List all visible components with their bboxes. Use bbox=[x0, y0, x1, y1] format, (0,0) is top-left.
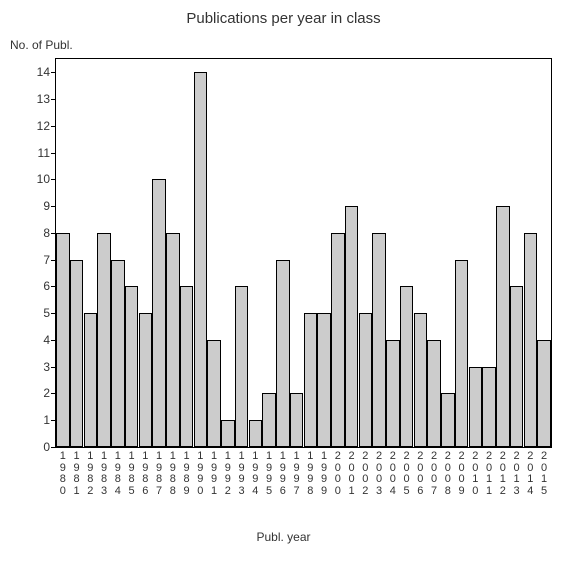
bar bbox=[97, 233, 110, 447]
x-tick-label: 1982 bbox=[84, 447, 97, 497]
bars-layer bbox=[56, 59, 551, 447]
y-tick-mark bbox=[51, 313, 56, 314]
x-tick-label: 2006 bbox=[414, 447, 427, 497]
y-tick-mark bbox=[51, 179, 56, 180]
x-tick-label: 2011 bbox=[482, 447, 495, 497]
x-tick-label: 1980 bbox=[56, 447, 69, 497]
bar bbox=[427, 340, 440, 447]
x-tick-label: 1997 bbox=[290, 447, 303, 497]
bar bbox=[510, 286, 523, 447]
x-tick-label: 1995 bbox=[262, 447, 275, 497]
x-tick-label: 2008 bbox=[441, 447, 454, 497]
bar bbox=[372, 233, 385, 447]
bar bbox=[111, 260, 124, 447]
y-tick-mark bbox=[51, 260, 56, 261]
bar bbox=[524, 233, 537, 447]
bar bbox=[386, 340, 399, 447]
x-tick-label: 2000 bbox=[331, 447, 344, 497]
bar bbox=[70, 260, 83, 447]
x-tick-label: 1988 bbox=[166, 447, 179, 497]
x-tick-label: 2015 bbox=[537, 447, 550, 497]
y-tick-mark bbox=[51, 340, 56, 341]
bar bbox=[482, 367, 495, 447]
y-tick-mark bbox=[51, 206, 56, 207]
bar bbox=[537, 340, 550, 447]
bar bbox=[345, 206, 358, 447]
bar bbox=[441, 393, 454, 447]
chart-container: Publications per year in class No. of Pu… bbox=[0, 0, 567, 567]
bar bbox=[469, 367, 482, 447]
bar bbox=[166, 233, 179, 447]
bar bbox=[56, 233, 69, 447]
x-tick-label: 1992 bbox=[221, 447, 234, 497]
chart-title: Publications per year in class bbox=[0, 10, 567, 27]
x-tick-label: 2005 bbox=[400, 447, 413, 497]
bar bbox=[84, 313, 97, 447]
bar bbox=[455, 260, 468, 447]
bar bbox=[359, 313, 372, 447]
y-tick-mark bbox=[51, 99, 56, 100]
y-tick-mark bbox=[51, 393, 56, 394]
x-tick-label: 1990 bbox=[194, 447, 207, 497]
bar bbox=[139, 313, 152, 447]
x-tick-label: 1998 bbox=[304, 447, 317, 497]
bar bbox=[152, 179, 165, 447]
x-tick-label: 1981 bbox=[70, 447, 83, 497]
y-tick-mark bbox=[51, 72, 56, 73]
y-tick-mark bbox=[51, 367, 56, 368]
bar bbox=[249, 420, 262, 447]
x-tick-label: 1991 bbox=[207, 447, 220, 497]
x-tick-label: 1993 bbox=[235, 447, 248, 497]
y-tick-mark bbox=[51, 153, 56, 154]
y-axis-label: No. of Publ. bbox=[10, 38, 73, 52]
x-tick-label: 1994 bbox=[249, 447, 262, 497]
y-tick-mark bbox=[51, 420, 56, 421]
x-tick-label: 2012 bbox=[496, 447, 509, 497]
x-tick-label: 1987 bbox=[152, 447, 165, 497]
bar bbox=[235, 286, 248, 447]
x-tick-label: 1983 bbox=[97, 447, 110, 497]
bar bbox=[180, 286, 193, 447]
bar bbox=[262, 393, 275, 447]
x-tick-label: 1984 bbox=[111, 447, 124, 497]
bar bbox=[496, 206, 509, 447]
bar bbox=[304, 313, 317, 447]
x-tick-label: 2001 bbox=[345, 447, 358, 497]
x-tick-label: 1989 bbox=[180, 447, 193, 497]
y-tick-mark bbox=[51, 233, 56, 234]
x-tick-label: 2007 bbox=[427, 447, 440, 497]
bar bbox=[414, 313, 427, 447]
x-tick-label: 1999 bbox=[317, 447, 330, 497]
x-tick-label: 2004 bbox=[386, 447, 399, 497]
bar bbox=[331, 233, 344, 447]
bar bbox=[221, 420, 234, 447]
x-tick-label: 1996 bbox=[276, 447, 289, 497]
bar bbox=[317, 313, 330, 447]
bar bbox=[290, 393, 303, 447]
bar bbox=[400, 286, 413, 447]
bar bbox=[194, 72, 207, 447]
x-tick-label: 1985 bbox=[125, 447, 138, 497]
x-tick-label: 2013 bbox=[510, 447, 523, 497]
x-tick-label: 2002 bbox=[359, 447, 372, 497]
y-tick-mark bbox=[51, 286, 56, 287]
x-tick-label: 2014 bbox=[524, 447, 537, 497]
x-axis-label: Publ. year bbox=[0, 530, 567, 544]
x-tick-label: 1986 bbox=[139, 447, 152, 497]
x-tick-label: 2010 bbox=[469, 447, 482, 497]
y-tick-mark bbox=[51, 126, 56, 127]
bar bbox=[125, 286, 138, 447]
bar bbox=[207, 340, 220, 447]
x-tick-label: 2003 bbox=[372, 447, 385, 497]
x-tick-label: 2009 bbox=[455, 447, 468, 497]
bar bbox=[276, 260, 289, 447]
plot-area: 0123456789101112131419801981198219831984… bbox=[55, 58, 552, 448]
